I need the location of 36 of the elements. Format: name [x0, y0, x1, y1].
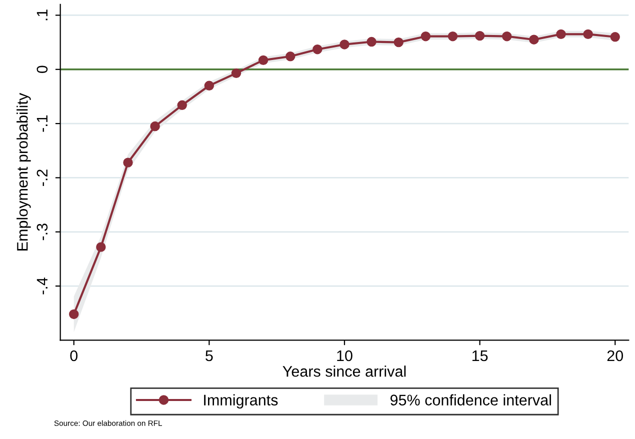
legend-label: 95% confidence interval — [390, 394, 551, 406]
legend-label: Immigrants — [204, 394, 278, 409]
point — [394, 37, 404, 48]
point — [366, 36, 376, 47]
y-axis-title: Employment probability — [16, 92, 31, 250]
point — [177, 100, 187, 110]
point — [448, 31, 458, 42]
y-tick-label: -.1 — [36, 115, 48, 132]
point — [123, 158, 133, 168]
point — [150, 121, 160, 132]
x-tick-label: 10 — [337, 350, 352, 362]
x-tick-label: 0 — [70, 350, 78, 362]
x-tick-label: 20 — [607, 350, 624, 362]
point — [610, 32, 620, 42]
point — [286, 52, 296, 62]
x-axis-title: Years since arrival — [282, 366, 406, 377]
point — [96, 242, 106, 252]
y-tick-label: 0 — [36, 66, 48, 74]
y-tick-label: -.3 — [36, 224, 48, 240]
x-tick-label: 5 — [206, 350, 213, 362]
point — [556, 29, 566, 40]
y-tick-label: .1 — [36, 10, 48, 20]
point — [474, 30, 485, 41]
point — [420, 31, 431, 42]
point — [204, 80, 214, 90]
point — [583, 29, 593, 40]
y-tick-label: -.2 — [36, 170, 48, 186]
point — [340, 40, 350, 50]
point — [502, 31, 512, 42]
point — [529, 34, 539, 44]
x-tick-label: 15 — [472, 350, 488, 362]
point — [231, 68, 242, 78]
point — [258, 55, 268, 66]
y-tick-label: -.4 — [36, 278, 48, 294]
point — [68, 309, 79, 320]
point — [312, 44, 322, 54]
